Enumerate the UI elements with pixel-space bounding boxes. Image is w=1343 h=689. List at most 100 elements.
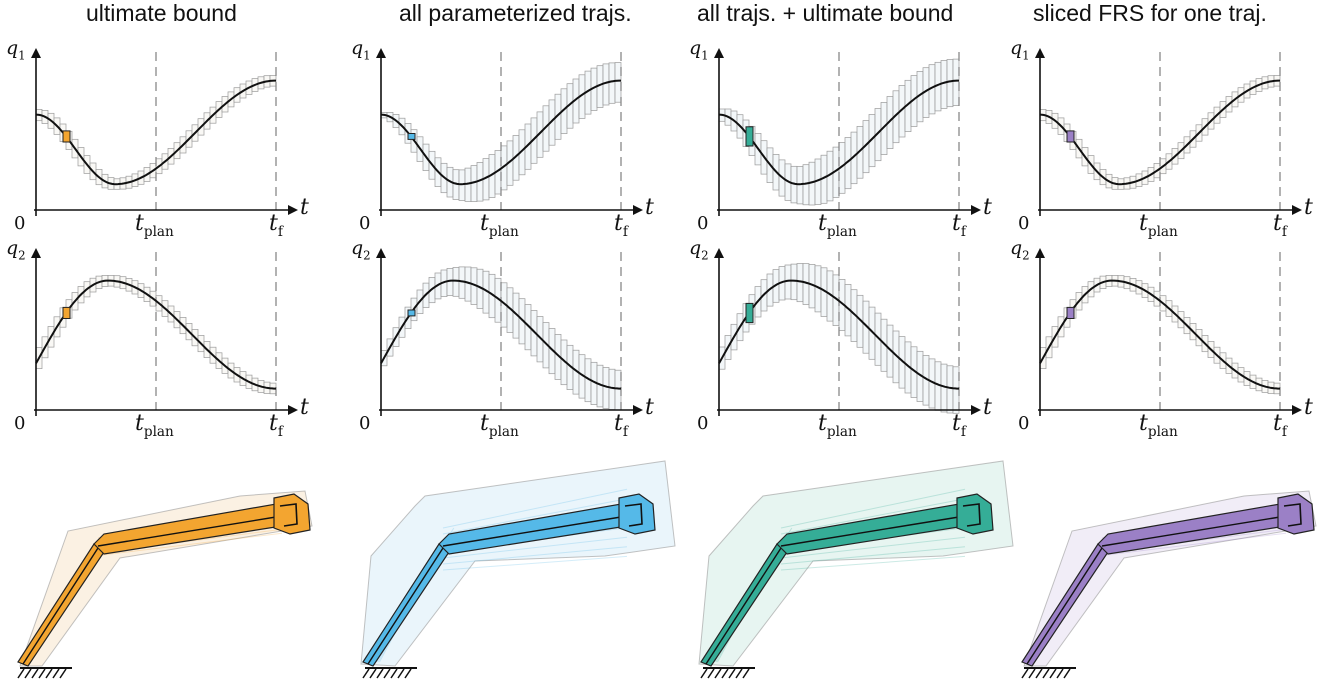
q1-plot-2-t-label: t (645, 195, 654, 220)
panel-3: q1 0 t tplan tf q2 0 t tplan tf (689, 37, 1014, 679)
end-effector (956, 493, 994, 535)
q2-plot-4-t-label: t (1304, 395, 1313, 420)
q1-plot-1-t-axis-arrow (288, 205, 298, 215)
q1-plot-4-trajectory (1039, 79, 1280, 186)
ground-hatch (397, 668, 405, 679)
arm-ghost-line (442, 536, 628, 559)
q2-plot-3-t-axis-arrow (971, 405, 981, 415)
q2-plot-3-reach-box (952, 366, 960, 414)
q1-plot-2-trajectory (380, 79, 621, 186)
q2-plot-4-highlight-box (1066, 306, 1075, 319)
arm-link-1-centerline (367, 547, 444, 665)
q2-plot-1-q-axis-arrow (31, 248, 41, 258)
ground-hatch (59, 668, 67, 679)
q2-plot-2-trajectory (380, 279, 621, 390)
q2-plot-2-tplan-label: tplan (480, 411, 519, 440)
ground-hatch (390, 668, 398, 679)
arm-envelope (698, 460, 1014, 667)
panel-4: q1 0 t tplan tf q2 0 t tplan tf (1010, 37, 1317, 679)
q1-plot-2-tf-label: tf (614, 211, 629, 240)
ground-hatch (721, 668, 729, 679)
ground-hatch (728, 668, 736, 679)
panel-2: q1 0 t tplan tf q2 0 t tplan tf (351, 37, 676, 679)
end-effector-outline (962, 503, 981, 527)
q1-plot-1-highlight-box (62, 130, 71, 143)
panel-1: q1 0 t tplan tf q2 0 t tplan tf (6, 37, 313, 679)
arm-ghost-line (442, 498, 628, 535)
q1-plot-3-trajectory (718, 79, 959, 186)
q2-plot-2-highlight-box (407, 309, 416, 317)
q1-plot-3-t-axis-arrow (971, 205, 981, 215)
title-panel-4: sliced FRS for one traj. (1033, 0, 1267, 26)
q2-plot-4-q-label: q2 (1010, 237, 1030, 262)
ground-hatch (1035, 668, 1043, 679)
q1-plot-1-origin-label: 0 (14, 213, 25, 234)
q1-plot-3-tf-label: tf (952, 211, 967, 240)
q1-plot-2-q-axis-arrow (376, 48, 386, 58)
q2-plot-4-origin-label: 0 (1018, 413, 1029, 434)
ground-hatch (24, 668, 32, 679)
ground-hatch (742, 668, 750, 679)
arm-link-1-centerline (1026, 547, 1103, 665)
arm-ghost-line (97, 532, 283, 556)
q2-plot-3-reach-box (946, 365, 954, 414)
q2-plot-3-q-axis-arrow (714, 248, 724, 258)
q2-plot-3-t-label: t (983, 395, 992, 420)
q1-plot-2-highlight-box (407, 133, 416, 140)
q1-plot-4-t-axis-arrow (1292, 205, 1302, 215)
q1-plot-1-t-label: t (300, 195, 309, 220)
q2-plot-4-tf-label: tf (1273, 411, 1288, 440)
q2-plot-3-reach-box (940, 363, 948, 413)
arm-link-1-centerline (705, 547, 782, 665)
arm-envelope (360, 460, 676, 667)
ground-hatch (714, 668, 722, 679)
ground-hatch (1042, 668, 1050, 679)
arm-link-2-centerline (1101, 515, 1287, 547)
q2-plot-3-origin-label: 0 (697, 413, 708, 434)
arm-ghost-line (780, 488, 966, 529)
q2-plot-1-trajectory (35, 279, 276, 390)
arm-link-2-centerline (97, 515, 283, 547)
ground-hatch (376, 668, 384, 679)
title-panel-1: ultimate bound (86, 0, 237, 26)
ground-hatch (383, 668, 391, 679)
q2-plot-4-q-axis-arrow (1035, 248, 1045, 258)
ground-hatch (45, 668, 53, 679)
q2-plot-2-reach-box (452, 267, 460, 297)
ground-hatch (38, 668, 46, 679)
q1-plot-4-t-label: t (1304, 195, 1313, 220)
q1-plot-1-trajectory (35, 79, 276, 186)
q2-plot-3-reach-box (790, 263, 798, 301)
q1-plot-2-reach-box (608, 62, 616, 104)
ground-hatch (1021, 668, 1029, 679)
q2-plot-3-trajectory (718, 279, 959, 390)
q1-plot-3-q-axis-arrow (714, 48, 724, 58)
q2-plot-2-tf-label: tf (614, 411, 629, 440)
title-panel-3: all trajs. + ultimate bound (697, 0, 954, 26)
end-effector-outline (624, 503, 643, 527)
ground-hatch (1028, 668, 1036, 679)
ground-hatch (404, 668, 412, 679)
q1-plot-4-origin-label: 0 (1018, 213, 1029, 234)
arm-link-2-centerline (442, 515, 628, 547)
end-effector (618, 493, 656, 535)
ground-hatch (1063, 668, 1071, 679)
q1-plot-3-highlight-box (745, 126, 754, 147)
q1-plot-1-tf-label: tf (269, 211, 284, 240)
q2-plot-2-t-axis-arrow (633, 405, 643, 415)
ground-hatch (1056, 668, 1064, 679)
ground-hatch (52, 668, 60, 679)
q2-plot-1-t-axis-arrow (288, 405, 298, 415)
q1-plot-3-reach-box (796, 166, 804, 205)
q1-plot-2-tplan-label: tplan (480, 211, 519, 240)
arm-ghost-line (442, 488, 628, 529)
q2-plot-4-t-axis-arrow (1292, 405, 1302, 415)
q2-plot-2-q-axis-arrow (376, 248, 386, 258)
arm-ghost-line (780, 546, 966, 565)
q1-plot-3-q-label: q1 (689, 37, 709, 62)
ground-hatch (700, 668, 708, 679)
q1-plot-2-q-label: q1 (351, 37, 371, 62)
arm-ghost-line (780, 498, 966, 535)
end-effector (273, 493, 311, 535)
